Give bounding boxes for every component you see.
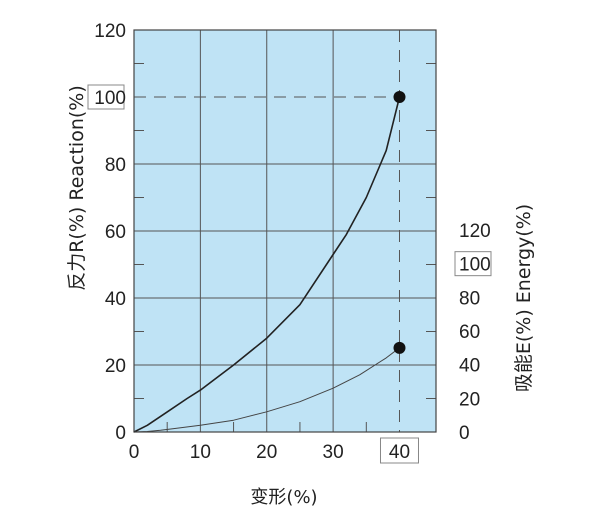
- right-y-axis-label: 吸能E(%) Energy(%): [513, 204, 535, 392]
- x-tick-label: 40: [389, 442, 410, 463]
- x-tick-label: 20: [256, 442, 277, 463]
- marker-group: [393, 91, 406, 354]
- left-y-tick-label: 120: [94, 21, 126, 42]
- x-40-tick-box: [379, 437, 419, 464]
- plot-frame: [133, 29, 437, 433]
- x-tick-label: 0: [129, 442, 140, 463]
- x-tick-label: 30: [323, 442, 344, 463]
- reaction-curve: [133, 96, 401, 433]
- left-y-axis-label: 反力R(%) Reaction(%): [66, 85, 88, 291]
- right-y-tick-label: 80: [459, 288, 480, 309]
- left-y-axis-ticks: 0 20 40 60 80 100 120: [94, 21, 126, 444]
- x-axis-ticks: 0 10 20 30 40: [129, 442, 410, 463]
- left-y-tick-label: 100: [94, 88, 126, 109]
- right-y-tick-label: 120: [459, 221, 491, 242]
- right-y-tick-label: 40: [459, 356, 480, 377]
- left-y-tick-label: 20: [105, 356, 126, 377]
- left-y-tick-label: 60: [105, 222, 126, 243]
- left-y-tick-label: 40: [105, 289, 126, 310]
- left-100-tick-box: [87, 84, 125, 110]
- right-y-tick-label: 0: [459, 423, 470, 444]
- energy-endpoint-marker: [393, 341, 406, 354]
- plot-area: [87, 29, 492, 464]
- energy-curve: [133, 347, 400, 433]
- series-group: [133, 96, 401, 433]
- right-y-tick-label: 20: [459, 389, 480, 410]
- left-y-tick-label: 0: [115, 423, 126, 444]
- x-tick-label: 10: [190, 442, 211, 463]
- right-y-tick-label: 100: [459, 255, 491, 276]
- right-y-axis-ticks: 0 20 40 60 80 100 120: [459, 221, 491, 444]
- reaction-endpoint-marker: [393, 91, 406, 103]
- right-100-tick-box: [454, 251, 492, 277]
- x-axis-label: 变形(%): [250, 487, 317, 508]
- right-y-tick-label: 60: [459, 322, 480, 343]
- left-y-tick-label: 80: [105, 155, 126, 176]
